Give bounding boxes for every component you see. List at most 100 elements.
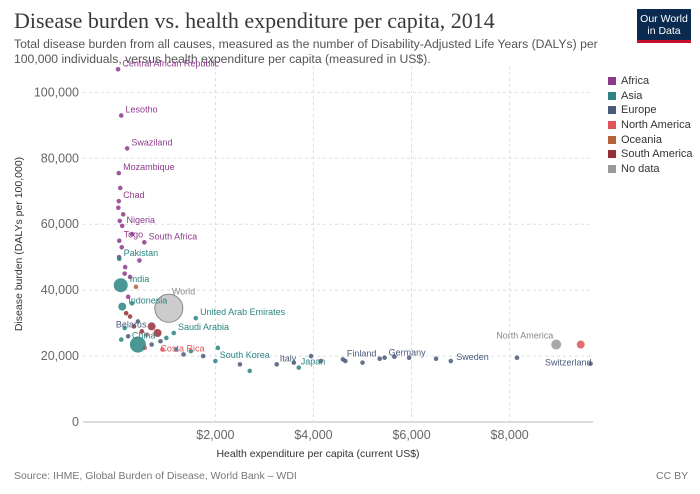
data-point	[129, 231, 135, 237]
point-label: Pakistan	[124, 248, 159, 258]
data-point	[318, 358, 324, 364]
data-point	[160, 347, 165, 352]
y-tick-label: 0	[72, 415, 79, 429]
legend-item[interactable]: North America	[608, 118, 693, 133]
logo-line1: Our World	[640, 13, 688, 25]
data-point	[188, 348, 194, 354]
data-point	[122, 325, 127, 331]
point-label: Swaziland	[131, 137, 172, 147]
data-point	[125, 294, 131, 300]
data-point	[153, 329, 162, 337]
point-label: Finland	[347, 348, 377, 358]
legend-label: No data	[621, 162, 660, 175]
legend-swatch	[608, 77, 616, 86]
data-point	[123, 310, 129, 316]
legend-item[interactable]: Asia	[608, 89, 693, 104]
chart-title: Disease burden vs. health expenditure pe…	[14, 8, 495, 33]
data-point	[125, 333, 131, 339]
data-point	[119, 244, 125, 250]
data-point	[122, 271, 127, 276]
legend-label: North America	[621, 119, 691, 132]
point-label: Central African Republic	[122, 58, 219, 68]
y-tick-label: 60,000	[41, 217, 79, 231]
data-point	[588, 361, 593, 366]
data-point	[173, 347, 179, 352]
data-point	[360, 360, 365, 365]
data-point	[433, 356, 439, 362]
logo-line2: in Data	[647, 25, 681, 37]
legend-item[interactable]: Africa	[608, 74, 693, 89]
data-point	[392, 354, 397, 360]
data-point	[213, 358, 218, 364]
data-point	[137, 258, 142, 263]
point-label: Japan	[301, 357, 326, 367]
point-label: North America	[496, 331, 553, 341]
y-tick-label: 80,000	[41, 151, 79, 165]
data-point	[129, 336, 146, 353]
legend-item[interactable]: Oceania	[608, 132, 693, 147]
data-point	[135, 319, 141, 324]
point-label: Switzerland	[545, 358, 592, 368]
data-point	[147, 322, 156, 331]
data-point	[141, 240, 147, 245]
data-point	[116, 238, 122, 244]
legend-swatch	[608, 121, 616, 130]
chart-subtitle: Total disease burden from all causes, me…	[14, 37, 598, 66]
data-point	[116, 198, 122, 204]
data-point	[117, 218, 123, 224]
y-tick-label: 20,000	[41, 349, 79, 363]
data-point	[124, 146, 130, 151]
legend-swatch	[608, 135, 616, 144]
y-axis-label: Disease burden (DALYs per 100,000)	[13, 157, 25, 331]
data-point	[200, 353, 206, 359]
license-note[interactable]: CC BY	[656, 470, 689, 482]
point-label: World	[172, 286, 195, 296]
owid-logo[interactable]: Our World in Data	[637, 9, 691, 43]
data-point	[274, 362, 280, 367]
data-point	[116, 205, 121, 211]
source-note: Source: IHME, Global Burden of Disease, …	[14, 470, 297, 482]
point-label: Saudi Arabia	[178, 322, 229, 332]
data-point	[406, 355, 412, 361]
point-label: Chad	[123, 190, 145, 200]
point-label: South Africa	[149, 231, 198, 241]
point-label: Indonesia	[128, 296, 167, 306]
point-label: Mozambique	[123, 162, 175, 172]
data-point	[193, 315, 199, 321]
legend-item[interactable]: No data	[608, 162, 693, 177]
y-tick-label: 40,000	[41, 283, 79, 297]
data-point	[117, 185, 123, 191]
legend-label: Africa	[621, 75, 650, 88]
x-tick-label: $6,000	[392, 428, 430, 442]
data-point	[448, 358, 454, 364]
data-point	[113, 278, 128, 293]
data-point	[158, 338, 163, 344]
data-point	[576, 340, 585, 349]
data-point	[118, 113, 124, 118]
legend-label: Europe	[621, 104, 657, 117]
data-point	[296, 365, 302, 370]
data-point	[171, 330, 177, 336]
data-point	[133, 284, 139, 290]
legend-swatch	[608, 91, 616, 100]
data-point	[181, 352, 186, 357]
legend-swatch	[608, 150, 616, 159]
legend-item[interactable]: Europe	[608, 103, 693, 118]
legend-label: Oceania	[621, 133, 662, 146]
legend-item[interactable]: South America	[608, 147, 693, 162]
data-point	[118, 302, 127, 311]
y-tick-label: 100,000	[34, 85, 79, 99]
data-point	[127, 274, 133, 280]
data-point	[129, 301, 135, 306]
point-label: Germany	[389, 348, 427, 358]
point-label: China	[132, 331, 156, 341]
point-label: India	[130, 274, 150, 284]
legend-swatch	[608, 164, 616, 173]
legend-label: South America	[621, 148, 693, 161]
data-point	[119, 223, 125, 229]
point-label: South Korea	[220, 350, 270, 360]
data-point	[551, 339, 562, 350]
data-point	[308, 353, 314, 359]
data-point	[116, 170, 122, 176]
